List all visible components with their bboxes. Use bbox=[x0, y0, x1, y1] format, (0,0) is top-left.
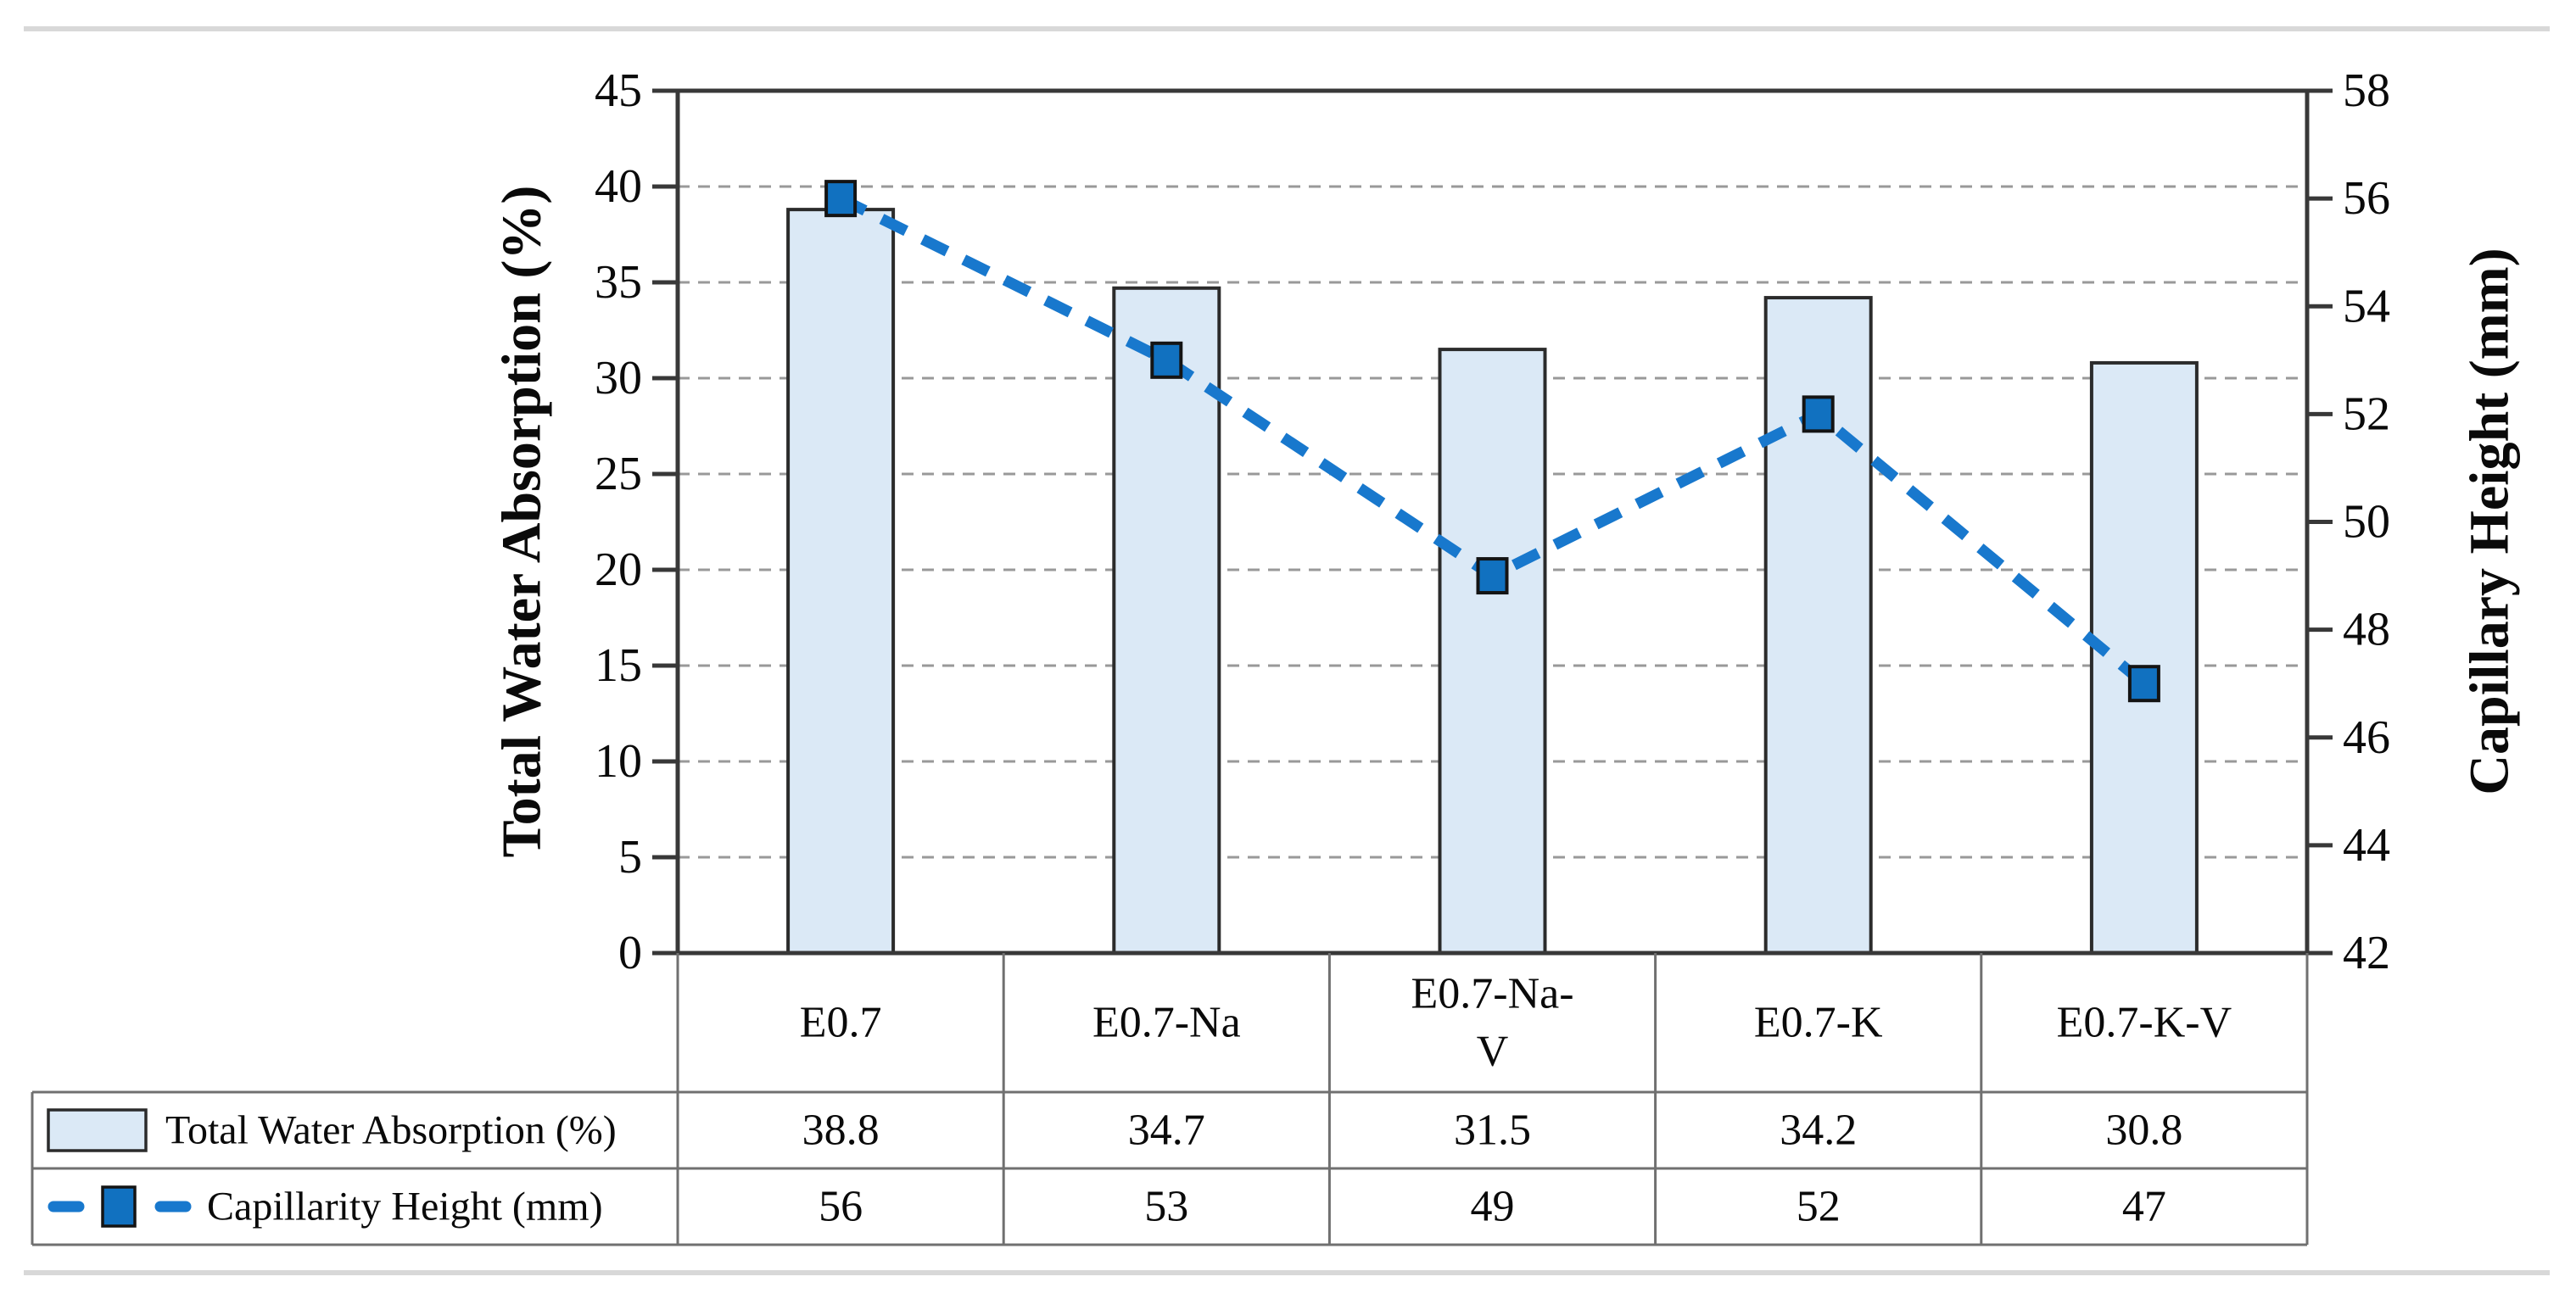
marker-E0.7-K bbox=[1802, 395, 1835, 433]
cell-total-3: 34.2 bbox=[1780, 1107, 1857, 1155]
top-rule bbox=[24, 26, 2550, 31]
cell-capillarity-2: 49 bbox=[1471, 1183, 1515, 1231]
cell-capillarity-0: 56 bbox=[819, 1183, 863, 1231]
left-tick-label-35: 35 bbox=[595, 256, 642, 309]
bar-E0.7-K-V bbox=[2089, 360, 2199, 956]
cell-capillarity-1: 53 bbox=[1144, 1183, 1188, 1231]
marker-E0.7-Na-V bbox=[1476, 557, 1509, 595]
bottom-rule bbox=[24, 1270, 2550, 1275]
line-series bbox=[824, 180, 2160, 703]
legend-bar-key bbox=[47, 1108, 148, 1152]
cell-total-2: 31.5 bbox=[1454, 1107, 1531, 1155]
right-tick-label-56: 56 bbox=[2343, 172, 2390, 225]
category-label-2: E0.7-Na- bbox=[1411, 970, 1573, 1018]
legend-marker-key bbox=[101, 1185, 137, 1228]
bar-E0.7 bbox=[786, 208, 896, 955]
category-label-0: E0.7 bbox=[800, 999, 882, 1047]
right-tick-label-52: 52 bbox=[2343, 387, 2390, 440]
left-tick-label-15: 15 bbox=[595, 639, 642, 692]
table-legend: Total Water Absorption (%) Capillarity He… bbox=[47, 1108, 617, 1229]
left-axis-title: Total Water Absorption (%) bbox=[491, 186, 553, 858]
left-tick-label-45: 45 bbox=[595, 64, 642, 117]
left-tick-label-5: 5 bbox=[618, 831, 642, 884]
legend-line-label: Capillarity Height (mm) bbox=[207, 1185, 603, 1229]
right-tick-label-50: 50 bbox=[2343, 496, 2390, 549]
category-label-4: E0.7-K-V bbox=[2057, 999, 2232, 1047]
right-tick-label-42: 42 bbox=[2343, 927, 2390, 979]
bar-E0.7-Na-V bbox=[1438, 348, 1547, 956]
left-tick-label-25: 25 bbox=[595, 448, 642, 500]
right-tick-label-46: 46 bbox=[2343, 711, 2390, 764]
marker-E0.7-Na bbox=[1150, 341, 1183, 379]
cell-total-0: 38.8 bbox=[802, 1107, 880, 1155]
left-tick-label-20: 20 bbox=[595, 544, 642, 596]
bar-E0.7-Na bbox=[1112, 286, 1221, 955]
cell-total-4: 30.8 bbox=[2105, 1107, 2182, 1155]
marker-E0.7-K-V bbox=[2127, 665, 2160, 703]
legend-bar-label: Total Water Absorption (%) bbox=[165, 1108, 617, 1153]
right-tick-label-58: 58 bbox=[2343, 64, 2390, 117]
cell-capillarity-3: 52 bbox=[1796, 1183, 1841, 1231]
cell-total-1: 34.7 bbox=[1128, 1107, 1205, 1155]
data-table: E0.7 E0.7-Na E0.7-Na- V E0.7-K E0.7-K-V 38.8 34… bbox=[31, 953, 2309, 1246]
bar-series bbox=[786, 208, 2199, 956]
page-rules bbox=[24, 26, 2550, 1275]
category-label-2-line2: V bbox=[1477, 1028, 1509, 1076]
axis-ticks: 0 5 10 15 20 25 30 35 40 45 42 44 46 48 50 52 54 56 58 bbox=[595, 64, 2390, 979]
right-axis-title: Capillary Height (mm) bbox=[2459, 248, 2521, 794]
right-tick-label-54: 54 bbox=[2343, 280, 2390, 332]
category-label-1: E0.7-Na bbox=[1092, 999, 1241, 1047]
marker-E0.7 bbox=[824, 180, 858, 218]
left-tick-label-10: 10 bbox=[595, 735, 642, 788]
left-tick-label-40: 40 bbox=[595, 160, 642, 213]
right-tick-label-44: 44 bbox=[2343, 819, 2390, 872]
left-tick-label-30: 30 bbox=[595, 352, 642, 404]
category-label-3: E0.7-K bbox=[1754, 999, 1883, 1047]
left-tick-label-0: 0 bbox=[618, 927, 642, 979]
cell-capillarity-4: 47 bbox=[2122, 1183, 2166, 1231]
right-tick-label-48: 48 bbox=[2343, 604, 2390, 656]
